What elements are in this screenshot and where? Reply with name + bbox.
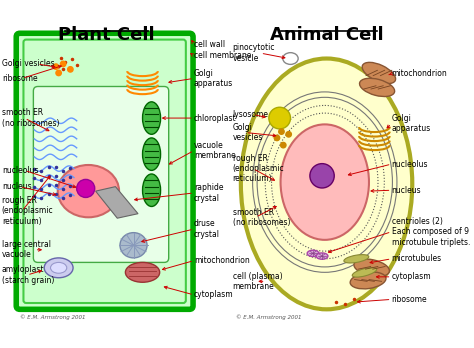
- Ellipse shape: [241, 58, 412, 309]
- Text: rough ER
(endoplasmic
reticulum): rough ER (endoplasmic reticulum): [233, 154, 284, 183]
- Text: © E.M. Armstrong 2001: © E.M. Armstrong 2001: [20, 315, 85, 320]
- Ellipse shape: [143, 138, 161, 171]
- Text: nucleus: nucleus: [2, 182, 31, 191]
- Ellipse shape: [307, 250, 319, 256]
- Text: smooth ER
(no ribosomes): smooth ER (no ribosomes): [233, 208, 290, 227]
- Text: pinocytotic
vesicle: pinocytotic vesicle: [233, 44, 275, 63]
- Circle shape: [56, 70, 61, 76]
- Text: © E.M. Armstrong 2001: © E.M. Armstrong 2001: [237, 315, 302, 320]
- Circle shape: [279, 129, 284, 134]
- Text: centrioles (2)
Each composed of 9
microtubule triplets.: centrioles (2) Each composed of 9 microt…: [392, 217, 470, 247]
- Text: Golgi vesicles: Golgi vesicles: [2, 60, 55, 69]
- Ellipse shape: [316, 253, 328, 259]
- Text: rough ER
(endoplasmic
reticulum): rough ER (endoplasmic reticulum): [2, 196, 54, 226]
- Ellipse shape: [352, 268, 377, 277]
- Ellipse shape: [362, 62, 396, 84]
- Ellipse shape: [143, 174, 161, 206]
- Text: cell membrane: cell membrane: [194, 51, 251, 60]
- Ellipse shape: [283, 53, 298, 64]
- Circle shape: [68, 67, 73, 72]
- Text: cytoplasm: cytoplasm: [392, 272, 431, 281]
- Ellipse shape: [344, 255, 369, 263]
- Text: druse
crystal: druse crystal: [194, 219, 220, 239]
- FancyBboxPatch shape: [33, 87, 169, 262]
- Text: Plant Cell: Plant Cell: [58, 26, 155, 44]
- Text: raphide
crystal: raphide crystal: [194, 183, 223, 203]
- FancyBboxPatch shape: [16, 33, 193, 309]
- Text: amyloplast
(starch grain): amyloplast (starch grain): [2, 265, 54, 285]
- Text: Animal Cell: Animal Cell: [270, 26, 383, 44]
- Text: nucleolus: nucleolus: [392, 160, 428, 168]
- Text: mitochondrion: mitochondrion: [194, 256, 250, 265]
- Circle shape: [269, 107, 291, 129]
- Text: Golgi
vesicles: Golgi vesicles: [233, 123, 263, 142]
- Text: Golgi
apparatus: Golgi apparatus: [392, 114, 431, 133]
- Text: smooth ER
(no ribosomes): smooth ER (no ribosomes): [2, 108, 59, 128]
- Text: cell (plasma)
membrane: cell (plasma) membrane: [233, 272, 283, 291]
- Polygon shape: [96, 187, 138, 218]
- Text: Golgi
apparatus: Golgi apparatus: [194, 69, 233, 88]
- Text: ribosome: ribosome: [392, 295, 427, 304]
- Text: cytoplasm: cytoplasm: [194, 290, 234, 299]
- Circle shape: [286, 132, 292, 137]
- Ellipse shape: [58, 165, 119, 217]
- Ellipse shape: [360, 78, 395, 96]
- Ellipse shape: [281, 124, 369, 240]
- Circle shape: [281, 142, 286, 148]
- Ellipse shape: [44, 258, 73, 278]
- Circle shape: [53, 64, 59, 69]
- Text: chloroplast: chloroplast: [194, 113, 237, 122]
- Ellipse shape: [77, 180, 95, 197]
- Text: cell wall: cell wall: [194, 40, 225, 49]
- Ellipse shape: [310, 164, 334, 188]
- Ellipse shape: [143, 102, 161, 134]
- Text: nucleolus: nucleolus: [2, 166, 38, 175]
- Text: nucleus: nucleus: [392, 186, 421, 195]
- Ellipse shape: [354, 259, 390, 277]
- Text: microtubules: microtubules: [392, 254, 442, 263]
- Text: mitochondrion: mitochondrion: [392, 69, 447, 78]
- Text: large central
vacuole: large central vacuole: [2, 240, 51, 260]
- Text: lysosome: lysosome: [233, 110, 269, 119]
- Ellipse shape: [51, 262, 67, 273]
- Circle shape: [61, 61, 66, 67]
- Ellipse shape: [120, 233, 147, 258]
- Text: ribosome: ribosome: [2, 74, 37, 83]
- Circle shape: [274, 135, 280, 141]
- Ellipse shape: [350, 272, 386, 289]
- Text: vacuole
membrane: vacuole membrane: [194, 141, 236, 160]
- Ellipse shape: [126, 262, 160, 282]
